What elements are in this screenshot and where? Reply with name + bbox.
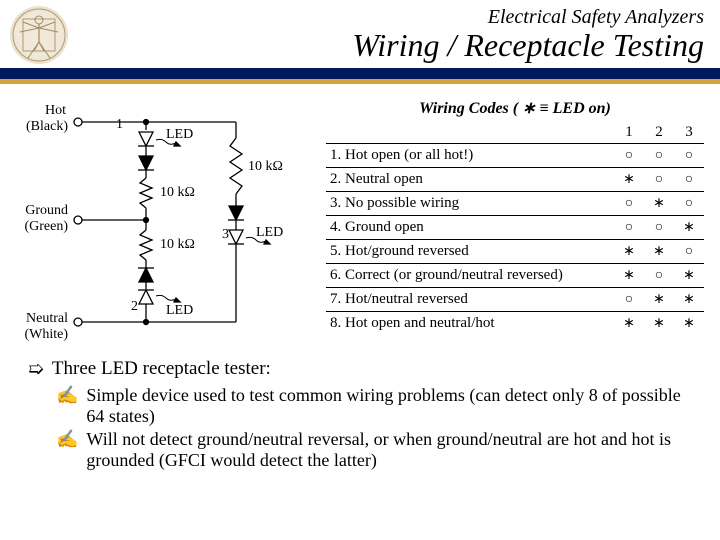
label-n3: 3 [222, 227, 229, 242]
title-underline-bar [0, 68, 720, 84]
bullet-main: ➯ Three LED receptacle tester: [28, 358, 692, 381]
bullets-block: ➯ Three LED receptacle tester: ✍ Simple … [0, 348, 720, 471]
codes-table: 1 2 3 1. Hot open (or all hot!)○○○ 2. Ne… [326, 124, 704, 335]
codes-header-3: 3 [674, 124, 704, 144]
label-led1: LED [166, 127, 193, 142]
label-ground-color: (Green) [24, 219, 68, 234]
codes-tbody: 1. Hot open (or all hot!)○○○ 2. Neutral … [326, 144, 704, 336]
label-led3: LED [256, 225, 283, 240]
bullet-sub2: ✍ Will not detect ground/neutral reversa… [56, 429, 692, 471]
wiring-codes-panel: Wiring Codes ( ∗ ≡ LED on) 1 2 3 1. Hot … [326, 98, 704, 348]
table-row: 7. Hot/neutral reversed○∗∗ [326, 288, 704, 312]
label-ground: Ground [25, 203, 68, 218]
label-hot: Hot [45, 103, 66, 118]
label-hot-color: (Black) [26, 119, 68, 134]
bullet-sub2-text: Will not detect ground/neutral reversal,… [86, 429, 692, 471]
vitruvian-logo [10, 6, 68, 64]
label-led2: LED [166, 303, 193, 318]
bullet-sub1: ✍ Simple device used to test common wiri… [56, 385, 692, 427]
content-row: Hot (Black) Ground (Green) Neutral (Whit… [0, 84, 720, 348]
label-neutral-color: (White) [24, 327, 68, 342]
table-row: 3. No possible wiring○∗○ [326, 192, 704, 216]
hand-icon: ✍ [56, 385, 78, 427]
table-row: 5. Hot/ground reversed∗∗○ [326, 240, 704, 264]
label-n2: 2 [131, 299, 138, 314]
label-r2: 10 kΩ [160, 237, 195, 252]
table-row: 2. Neutral open∗○○ [326, 168, 704, 192]
main-title: Wiring / Receptacle Testing [16, 27, 704, 64]
super-title: Electrical Safety Analyzers [16, 6, 704, 29]
table-row: 6. Correct (or ground/neutral reversed)∗… [326, 264, 704, 288]
label-n1: 1 [116, 117, 123, 132]
hand-icon: ✍ [56, 429, 78, 471]
codes-header-2: 2 [644, 124, 674, 144]
table-row: 4. Ground open○○∗ [326, 216, 704, 240]
arrow-right-icon: ➯ [28, 358, 44, 381]
bullet-main-text: Three LED receptacle tester: [52, 358, 271, 381]
circuit-diagram: Hot (Black) Ground (Green) Neutral (Whit… [16, 98, 316, 348]
label-neutral: Neutral [26, 311, 68, 326]
table-row: 1. Hot open (or all hot!)○○○ [326, 144, 704, 168]
label-r1: 10 kΩ [160, 185, 195, 200]
codes-title: Wiring Codes ( ∗ ≡ LED on) [326, 98, 704, 118]
codes-header-1: 1 [614, 124, 644, 144]
bullet-sub1-text: Simple device used to test common wiring… [86, 385, 692, 427]
label-r3: 10 kΩ [248, 159, 283, 174]
slide-header: Electrical Safety Analyzers Wiring / Rec… [0, 0, 720, 68]
table-row: 8. Hot open and neutral/hot∗∗∗ [326, 312, 704, 336]
